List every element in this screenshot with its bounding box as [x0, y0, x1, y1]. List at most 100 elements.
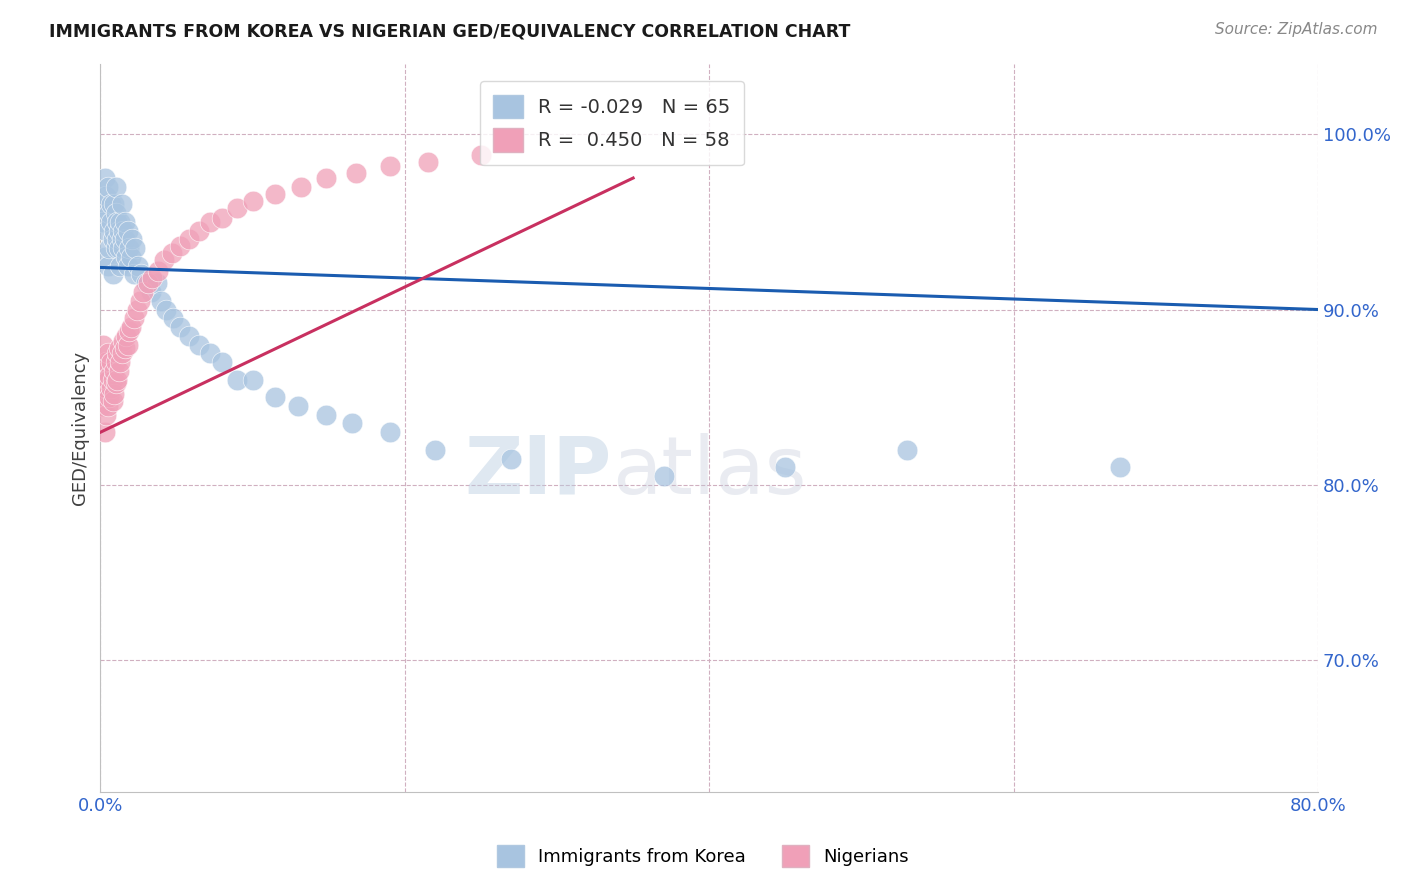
- Point: [96, 224, 118, 238]
- Point: [101, 232, 124, 246]
- Point: [169, 320, 191, 334]
- Point: [118, 324, 141, 338]
- Point: [98, 206, 121, 220]
- Point: [98, 390, 121, 404]
- Text: IMMIGRANTS FROM KOREA VS NIGERIAN GED/EQUIVALENCY CORRELATION CHART: IMMIGRANTS FROM KOREA VS NIGERIAN GED/EQ…: [49, 22, 851, 40]
- Point: [117, 337, 139, 351]
- Point: [416, 155, 439, 169]
- Point: [122, 268, 145, 282]
- Point: [226, 201, 249, 215]
- Point: [124, 241, 146, 255]
- Point: [104, 179, 127, 194]
- Point: [100, 197, 122, 211]
- Point: [104, 376, 127, 391]
- Point: [148, 264, 170, 278]
- Point: [136, 277, 159, 291]
- Point: [111, 346, 134, 360]
- Point: [112, 241, 135, 255]
- Point: [121, 232, 143, 246]
- Point: [103, 386, 125, 401]
- Point: [114, 215, 136, 229]
- Point: [177, 328, 200, 343]
- Point: [378, 159, 401, 173]
- Point: [105, 346, 128, 360]
- Point: [111, 232, 134, 246]
- Point: [96, 381, 118, 395]
- Point: [652, 469, 675, 483]
- Point: [340, 417, 363, 431]
- Point: [105, 373, 128, 387]
- Point: [90, 355, 112, 369]
- Point: [132, 285, 155, 299]
- Point: [470, 148, 492, 162]
- Point: [105, 232, 128, 246]
- Point: [177, 232, 200, 246]
- Point: [315, 171, 337, 186]
- Point: [100, 355, 122, 369]
- Point: [188, 337, 211, 351]
- Point: [118, 241, 141, 255]
- Text: atlas: atlas: [612, 433, 806, 510]
- Point: [188, 224, 211, 238]
- Point: [120, 320, 142, 334]
- Point: [104, 241, 127, 255]
- Point: [94, 390, 117, 404]
- Point: [115, 328, 138, 343]
- Point: [169, 239, 191, 253]
- Point: [425, 442, 447, 457]
- Point: [226, 373, 249, 387]
- Point: [107, 364, 129, 378]
- Point: [117, 224, 139, 238]
- Point: [105, 215, 128, 229]
- Point: [114, 341, 136, 355]
- Point: [242, 194, 264, 208]
- Point: [104, 355, 127, 369]
- Point: [1109, 460, 1132, 475]
- Point: [153, 253, 176, 268]
- Point: [112, 334, 135, 348]
- Point: [131, 268, 153, 282]
- Point: [94, 425, 117, 440]
- Point: [775, 460, 797, 475]
- Point: [198, 215, 221, 229]
- Point: [501, 451, 523, 466]
- Point: [94, 171, 117, 186]
- Point: [125, 302, 148, 317]
- Point: [94, 364, 117, 378]
- Point: [97, 373, 120, 387]
- Point: [107, 241, 129, 255]
- Point: [97, 259, 120, 273]
- Point: [100, 215, 122, 229]
- Legend: Immigrants from Korea, Nigerians: Immigrants from Korea, Nigerians: [489, 838, 917, 874]
- Point: [107, 341, 129, 355]
- Text: Source: ZipAtlas.com: Source: ZipAtlas.com: [1215, 22, 1378, 37]
- Point: [145, 277, 167, 291]
- Point: [122, 311, 145, 326]
- Point: [896, 442, 918, 457]
- Point: [115, 250, 138, 264]
- Point: [162, 311, 184, 326]
- Point: [211, 211, 233, 226]
- Point: [112, 224, 135, 238]
- Point: [97, 346, 120, 360]
- Point: [111, 197, 134, 211]
- Point: [94, 250, 117, 264]
- Point: [90, 399, 112, 413]
- Point: [139, 285, 162, 299]
- Point: [107, 224, 129, 238]
- Point: [264, 186, 287, 201]
- Point: [100, 381, 122, 395]
- Point: [98, 369, 121, 384]
- Point: [127, 259, 149, 273]
- Point: [108, 215, 131, 229]
- Point: [93, 373, 115, 387]
- Point: [378, 425, 401, 440]
- Point: [93, 215, 115, 229]
- Y-axis label: GED/Equivalency: GED/Equivalency: [72, 351, 89, 505]
- Point: [150, 293, 173, 308]
- Point: [290, 179, 312, 194]
- Point: [141, 271, 163, 285]
- Point: [344, 166, 367, 180]
- Point: [211, 355, 233, 369]
- Point: [155, 302, 177, 317]
